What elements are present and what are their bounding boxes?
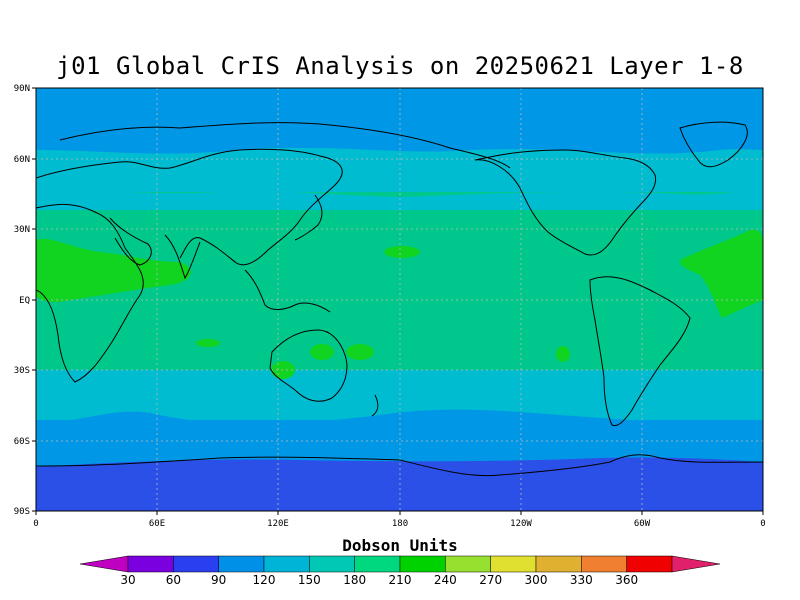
maximum-coral-sea bbox=[346, 344, 374, 360]
lat-label-60n: 60N bbox=[14, 155, 30, 165]
colorbar-tick-label: 120 bbox=[253, 573, 276, 587]
coast-antarctica bbox=[36, 454, 763, 477]
maximum-indian-ocean bbox=[196, 339, 220, 347]
maximum-australia-east bbox=[310, 344, 334, 360]
lon-label-60e: 60E bbox=[149, 519, 165, 529]
coast-arctic-eurasia bbox=[59, 122, 511, 169]
colorbar-tick-label: 90 bbox=[211, 573, 226, 587]
coast-japan bbox=[294, 194, 323, 241]
lon-label-180: 180 bbox=[392, 519, 408, 529]
lat-label-90n: 90N bbox=[14, 84, 30, 94]
lon-label-120w: 120W bbox=[510, 519, 532, 529]
colorbar-swatch bbox=[581, 555, 627, 573]
maximum-central-pacific bbox=[384, 246, 420, 258]
lat-label-90s: 90S bbox=[14, 507, 30, 517]
colorbar-tick-label: 150 bbox=[298, 573, 321, 587]
coast-india bbox=[164, 234, 201, 280]
colorbar-tick-label: 60 bbox=[166, 573, 181, 587]
colorbar-swatch bbox=[445, 555, 491, 573]
colorbar: 30 60 90 120 150 180 210 240 270 300 330 360 bbox=[79, 555, 721, 587]
map-title: j01 Global CrIS Analysis on 20250621 Lay… bbox=[56, 52, 744, 80]
colorbar-swatch bbox=[218, 555, 265, 573]
coast-africa bbox=[36, 203, 144, 383]
colorbar-tick-label: 360 bbox=[615, 573, 638, 587]
lat-label-60s: 60S bbox=[14, 437, 30, 447]
colorbar-swatch bbox=[399, 555, 446, 573]
colorbar-extend-low bbox=[79, 555, 129, 573]
coast-australia bbox=[269, 329, 348, 402]
coast-new-zealand bbox=[371, 394, 379, 417]
colorbar-tick-label: 300 bbox=[525, 573, 548, 587]
lon-label-0-left: 0 bbox=[33, 519, 38, 529]
colorbar-swatch bbox=[309, 555, 355, 573]
maximum-africa bbox=[36, 238, 191, 303]
coastlines bbox=[36, 121, 763, 477]
colorbar-tick-label: 180 bbox=[343, 573, 366, 587]
colorbar-swatch bbox=[626, 555, 673, 573]
lat-label-30s: 30S bbox=[14, 366, 30, 376]
coast-se-asia bbox=[244, 269, 331, 313]
colorbar-tick-label: 210 bbox=[389, 573, 412, 587]
colorbar-swatch bbox=[263, 555, 310, 573]
colorbar-tick-label: 30 bbox=[120, 573, 135, 587]
coast-eurasia bbox=[36, 148, 343, 266]
maximum-south-america bbox=[556, 346, 570, 362]
lon-label-0-right: 0 bbox=[760, 519, 765, 529]
coast-north-america bbox=[474, 149, 657, 256]
colorbar-label: Dobson Units bbox=[342, 536, 458, 555]
lon-label-120e: 120E bbox=[267, 519, 289, 529]
colorbar-extend-high bbox=[671, 555, 721, 573]
colorbar-swatch bbox=[490, 555, 537, 573]
colorbar-swatch bbox=[173, 555, 219, 573]
colorbar-tick-label: 330 bbox=[570, 573, 593, 587]
colorbar-swatch bbox=[127, 555, 174, 573]
maximum-atlantic bbox=[680, 229, 763, 318]
coast-greenland bbox=[679, 121, 748, 168]
coast-south-america bbox=[589, 276, 691, 427]
lat-label-eq: EQ bbox=[19, 296, 30, 306]
colorbar-swatch bbox=[354, 555, 401, 573]
colorbar-swatch bbox=[535, 555, 582, 573]
colorbar-tick-label: 270 bbox=[479, 573, 502, 587]
contour-north-2 bbox=[36, 140, 763, 154]
graticule bbox=[36, 88, 763, 511]
lon-label-60w: 60W bbox=[634, 519, 651, 529]
coast-arabia bbox=[109, 217, 152, 266]
lat-label-30n: 30N bbox=[14, 225, 30, 235]
colorbar-tick-label: 240 bbox=[434, 573, 457, 587]
